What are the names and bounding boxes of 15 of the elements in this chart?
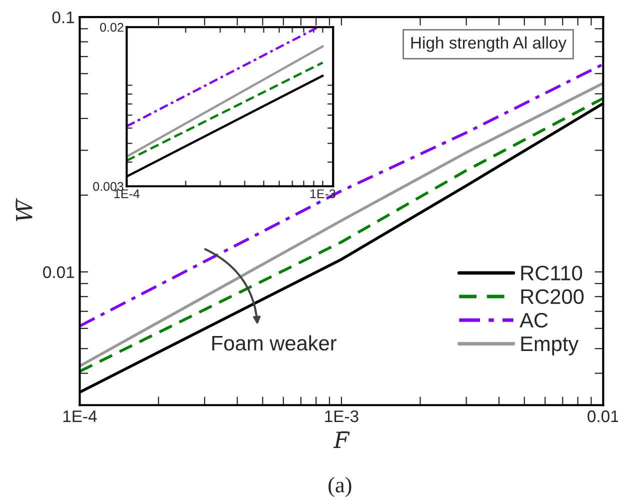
x-tick-label: 1E-4 [63, 410, 97, 422]
annotation: High strength Al alloy [411, 36, 567, 52]
y-tick-label: 0.1 [52, 11, 74, 24]
x-tick-label: 1E-3 [325, 410, 358, 422]
y-tick-label: 0.003 [93, 182, 124, 191]
legend-label: Empty [521, 336, 579, 356]
x-tick-label: 1E-3 [310, 189, 336, 198]
text: (a) [328, 476, 352, 498]
x-axis-title: F̄ [333, 431, 350, 448]
y-tick-label: 0.02 [100, 22, 124, 32]
y-axis-title: W̄ [16, 198, 32, 222]
legend-label: RC200 [521, 289, 584, 304]
annotation: Foam weaker [212, 335, 336, 351]
legend-label: RC110 [521, 266, 582, 280]
legend-label: AC [520, 312, 548, 328]
